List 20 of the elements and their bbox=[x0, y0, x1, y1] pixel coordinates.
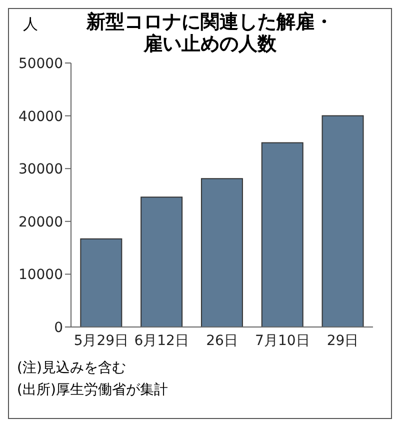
x-tick-label: 6月12日 bbox=[134, 332, 189, 349]
x-tick-label: 26日 bbox=[206, 332, 238, 349]
y-tick-label: 0 bbox=[54, 320, 63, 336]
bar bbox=[80, 238, 122, 327]
x-tick-label: 7月10日 bbox=[255, 332, 310, 349]
y-tick-label: 20000 bbox=[18, 214, 63, 230]
y-axis-title: 人 bbox=[23, 15, 38, 34]
x-tick-label: 5月29日 bbox=[74, 332, 129, 349]
y-tick-label: 50000 bbox=[18, 56, 63, 72]
bar bbox=[322, 115, 364, 327]
text: (出所)厚生労働省が集計 bbox=[17, 381, 169, 400]
y-tick-label: 40000 bbox=[18, 108, 63, 125]
bar bbox=[200, 178, 243, 327]
x-tick-label: 29日 bbox=[326, 332, 359, 349]
text: (注)見込みを含む bbox=[17, 359, 127, 378]
chart-title: 新型コロナに関連した解雇・雇い止めの人数 bbox=[85, 10, 334, 55]
y-tick-label: 30000 bbox=[18, 162, 63, 178]
bar bbox=[261, 142, 304, 327]
bar bbox=[140, 196, 183, 327]
y-tick-label: 10000 bbox=[18, 267, 63, 284]
